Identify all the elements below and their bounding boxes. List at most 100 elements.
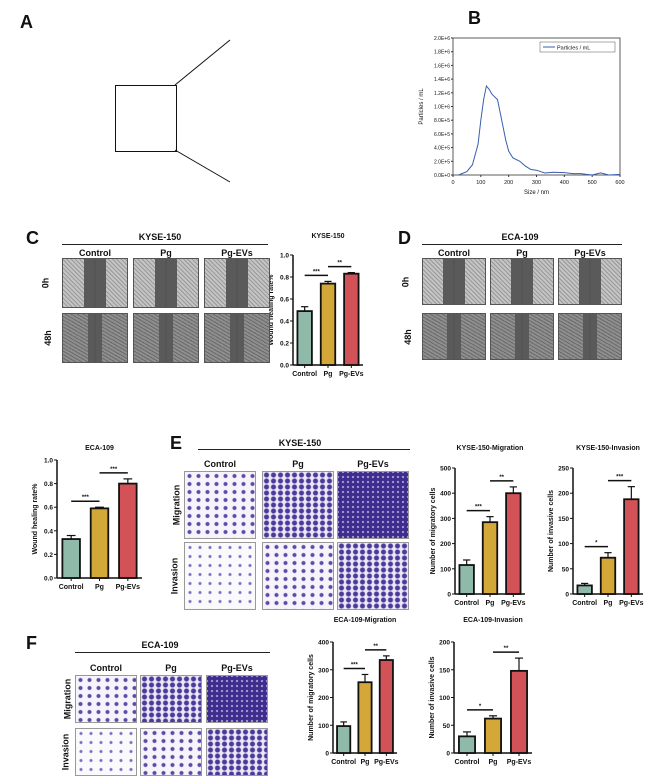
significance-label: * (595, 541, 598, 547)
kyse-transwell-image (184, 542, 256, 610)
x-tick-label: Pg (604, 600, 613, 607)
eca-column-label: Control (90, 663, 122, 673)
bar-pg-evs (343, 272, 360, 366)
bar-control (458, 564, 475, 595)
y-tick-label: 400 (440, 491, 451, 498)
panel-label-e: E (170, 433, 183, 453)
significance-label: *** (616, 475, 624, 481)
bar-pg (319, 282, 337, 366)
y-tick-label: 0.0 (280, 363, 289, 370)
significance-label: ** (337, 261, 342, 267)
x-tick-label: Control (572, 600, 597, 607)
y-tick-label: 0 (565, 592, 569, 599)
eca-column-label: Pg (165, 663, 177, 673)
y-tick-label: 200 (440, 541, 451, 548)
eca-row-label: Migration (62, 678, 73, 720)
y-tick-label: 300 (318, 667, 329, 674)
kyse-column-label: Control (204, 459, 236, 469)
chart-title: ECA-109-Migration (334, 617, 397, 624)
kyse-wound-image (237, 313, 270, 363)
y-tick-label: 0.2 (280, 341, 289, 348)
x-tick-label: 100 (476, 180, 485, 186)
x-tick-label: Control (59, 584, 84, 591)
y-tick-label: 0.8 (44, 481, 53, 488)
y-tick-label: 0.4 (280, 319, 289, 326)
x-tick-label: Control (292, 371, 317, 378)
x-tick-label: Pg-EVs (116, 584, 141, 591)
kyse-wound-image (95, 313, 128, 363)
y-tick-label: 0.0 (44, 576, 53, 583)
nta-chart: 0.0E+0 2.0E+5 4.0E+5 6.0E+5 8.0E+5 1.0E+6 1.2E… (419, 36, 625, 196)
zoom-box (115, 85, 177, 152)
bar-pg (357, 681, 373, 754)
y-tick-label: 200 (318, 695, 329, 702)
eca-invasion-chart: ECA-109-Invasion 0 50 100 150 200 Number of in… (429, 617, 532, 766)
significance-label: ** (373, 644, 378, 650)
x-tick-label: Pg-EVs (374, 759, 399, 766)
eca-row-label: 0h (400, 276, 411, 287)
eca-column-label: Pg-EVs (221, 663, 253, 673)
eca-wound-image (558, 258, 590, 305)
panel-label-c: C (26, 228, 39, 248)
x-tick-label: 500 (588, 180, 597, 186)
y-tick-label: 100 (439, 695, 450, 702)
eca-transwell-image (206, 675, 268, 723)
legend-box (539, 41, 616, 53)
y-tick-label: 0.6 (280, 297, 289, 304)
kyse-row-label: 48h (42, 330, 53, 346)
y-tick-label: 1.2E+6 (434, 91, 450, 97)
x-tick-label: Control (331, 759, 356, 766)
y-tick-label: 150 (439, 667, 450, 674)
y-tick-label: 500 (440, 466, 451, 473)
kyse-invasion-chart: KYSE-150-Invasion 0 50 100 150 200 250 Number o… (548, 445, 644, 607)
kyse-transwell-image (337, 542, 409, 610)
y-tick-label: 0.4 (44, 528, 53, 535)
bar-control (61, 538, 81, 579)
eca-wound-image (558, 313, 590, 360)
kyse-wound-image (133, 258, 166, 308)
y-tick-label: 0.0E+0 (434, 173, 450, 179)
kyse-column-label: Pg (160, 248, 172, 258)
eca-transwell-image (75, 675, 137, 723)
y-tick-label: 250 (558, 466, 569, 473)
eca-wound-image (490, 258, 522, 305)
y-tick-label: 200 (439, 640, 450, 647)
legend-label: Particles / mL (557, 46, 590, 52)
significance-label: *** (351, 662, 359, 668)
kyse-column-label: Pg-EVs (357, 459, 389, 469)
x-tick-label: Pg-EVs (507, 759, 532, 766)
x-tick-label: 200 (504, 180, 513, 186)
kyse-wound-image (166, 313, 199, 363)
y-axis-label: Particles / mL (419, 88, 425, 125)
eca-wound-image (590, 313, 622, 360)
y-tick-label: 400 (318, 640, 329, 647)
bar-pg-evs (623, 498, 640, 595)
significance-label: ** (504, 646, 509, 652)
chart-title: ECA-109 (85, 445, 114, 452)
y-tick-label: 1.0E+6 (434, 105, 450, 111)
y-axis-label: Number of migratory cells (308, 654, 315, 741)
eca-wound-image (454, 313, 486, 360)
y-tick-label: 0 (325, 751, 329, 758)
y-tick-label: 100 (318, 723, 329, 730)
x-tick-label: 600 (615, 180, 624, 186)
y-tick-label: 1.6E+6 (434, 63, 450, 69)
bar-pg (89, 507, 110, 579)
eca-wound-image (522, 313, 554, 360)
eca-transwell-image (75, 728, 137, 776)
y-tick-label: 8.0E+5 (434, 118, 450, 124)
eca-wound-image (490, 313, 522, 360)
kyse-transwell-image (262, 542, 334, 610)
significance-label: * (479, 704, 482, 710)
x-tick-label: Control (454, 600, 479, 607)
eca-transwell-image (140, 728, 202, 776)
kyse-transwell-image (337, 471, 409, 539)
y-tick-label: 1.4E+6 (434, 77, 450, 83)
kyse-wound-chart: KYSE-150 0.0 0.2 0.4 0.6 0.8 1.0 Wound healing … (268, 233, 364, 378)
bar-pg (484, 717, 502, 754)
x-tick-label: Pg (324, 371, 333, 378)
eca-wound-image (422, 313, 454, 360)
chart-title: KYSE-150-Invasion (576, 445, 640, 452)
significance-label: *** (110, 467, 118, 473)
